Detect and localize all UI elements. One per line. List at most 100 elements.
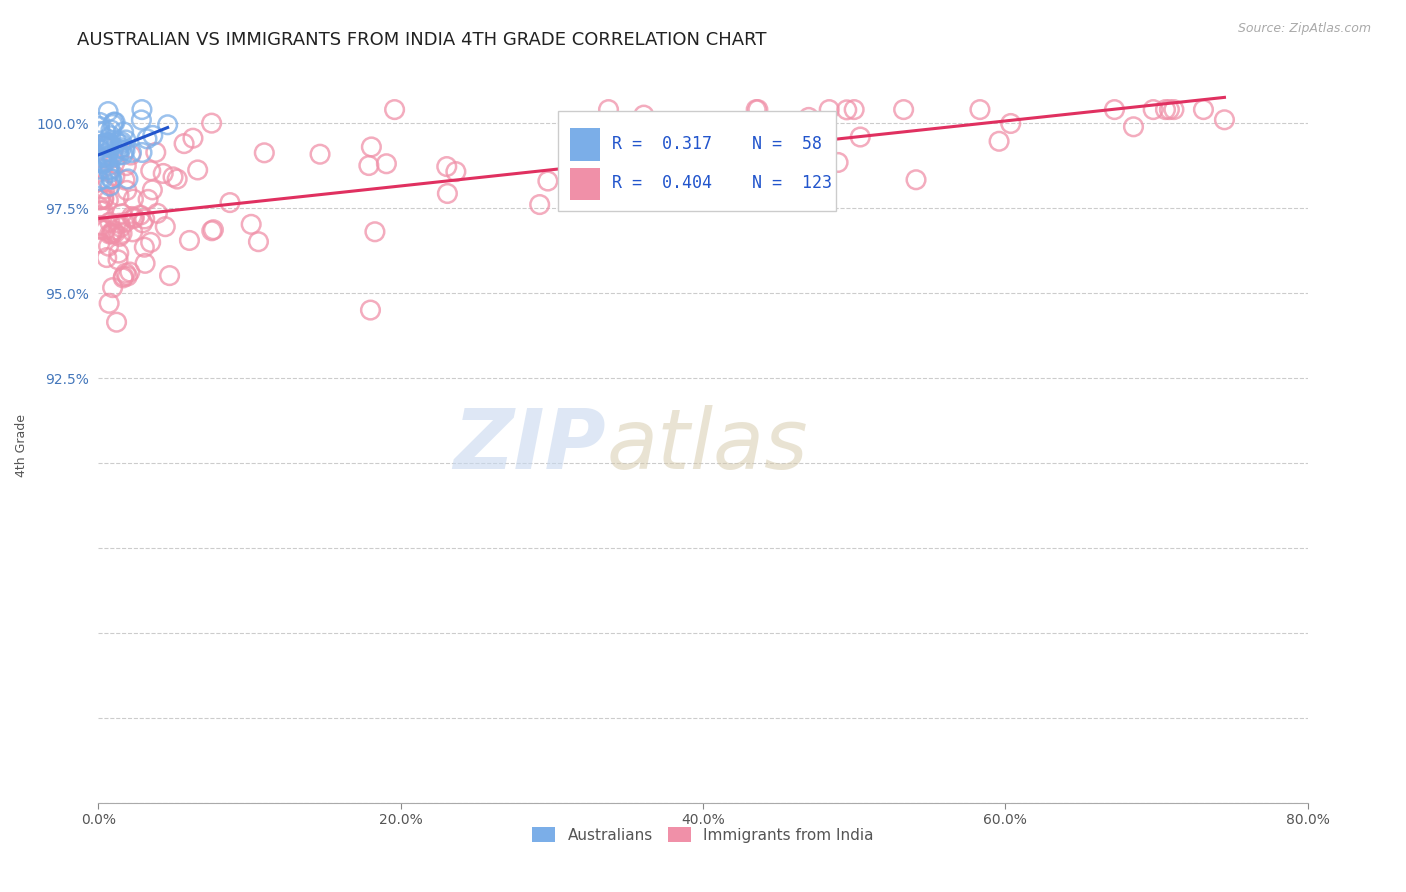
Point [1213,112,1236,127]
Point [89,221,111,235]
Point [134,211,156,226]
Point [91,137,114,152]
Point [120,148,142,162]
Point [90,219,112,233]
Point [598,103,620,117]
Y-axis label: 4th Grade: 4th Grade [14,415,28,477]
Point [91,172,114,186]
Point [121,210,143,224]
Point [100,227,122,241]
Point [139,235,162,250]
Point [166,172,188,186]
Point [101,280,124,294]
Point [96,135,118,149]
Point [115,159,138,173]
Point [141,183,163,197]
Point [93,136,115,151]
Point [145,145,167,160]
Point [107,145,129,159]
Point [134,256,156,270]
Point [364,225,387,239]
FancyBboxPatch shape [569,128,600,161]
FancyBboxPatch shape [558,111,837,211]
Point [444,164,467,178]
Point [93,139,115,153]
Text: AUSTRALIAN VS IMMIGRANTS FROM INDIA 4TH GRADE CORRELATION CHART: AUSTRALIAN VS IMMIGRANTS FROM INDIA 4TH … [77,31,766,49]
Point [537,174,560,188]
Point [112,269,135,284]
Point [201,224,224,238]
Point [775,181,797,195]
Point [155,219,177,234]
Point [240,217,263,231]
Point [201,116,224,130]
Point [1104,103,1126,117]
Point [1000,116,1022,130]
Point [108,229,131,244]
Point [181,131,204,145]
Point [835,103,858,117]
Point [728,155,751,169]
Point [131,112,153,127]
Point [96,149,118,163]
FancyBboxPatch shape [569,168,600,200]
Point [562,128,585,142]
Text: R =  0.317    N =  58: R = 0.317 N = 58 [613,136,823,153]
Point [1159,103,1181,117]
Point [114,144,136,158]
Point [117,268,139,283]
Point [96,172,118,186]
Point [98,296,121,310]
Point [849,130,872,145]
Point [121,225,143,239]
Point [827,155,849,169]
Point [89,193,111,207]
Point [94,182,117,196]
Point [96,251,118,265]
Point [747,103,769,117]
Point [124,211,146,225]
Point [156,118,179,132]
Point [94,223,117,237]
Point [142,128,165,143]
Point [90,154,112,169]
Point [136,193,159,207]
Point [384,103,406,117]
Point [89,162,111,177]
Point [1142,103,1164,117]
Point [91,161,114,176]
Point [89,120,111,134]
Point [108,148,131,162]
Point [103,156,125,170]
Point [969,103,991,117]
Point [100,128,122,143]
Point [219,195,242,210]
Point [105,135,128,149]
Point [105,315,128,329]
Point [139,163,162,178]
Point [98,159,121,173]
Point [101,227,124,241]
Legend: Australians, Immigrants from India: Australians, Immigrants from India [526,821,880,848]
Point [114,173,136,187]
Point [152,166,174,180]
Point [100,123,122,137]
Point [162,169,184,184]
Point [529,197,551,211]
Point [101,150,124,164]
Point [173,136,195,151]
Point [111,148,134,162]
Point [91,151,114,165]
Point [115,183,138,197]
Point [436,160,458,174]
Point [309,147,332,161]
Point [115,133,138,147]
Point [89,124,111,138]
Point [97,139,120,153]
Point [1122,120,1144,134]
Text: R =  0.404    N =  123: R = 0.404 N = 123 [613,175,832,193]
Point [651,169,673,183]
Point [89,236,111,251]
Point [360,140,382,154]
Point [818,103,841,117]
